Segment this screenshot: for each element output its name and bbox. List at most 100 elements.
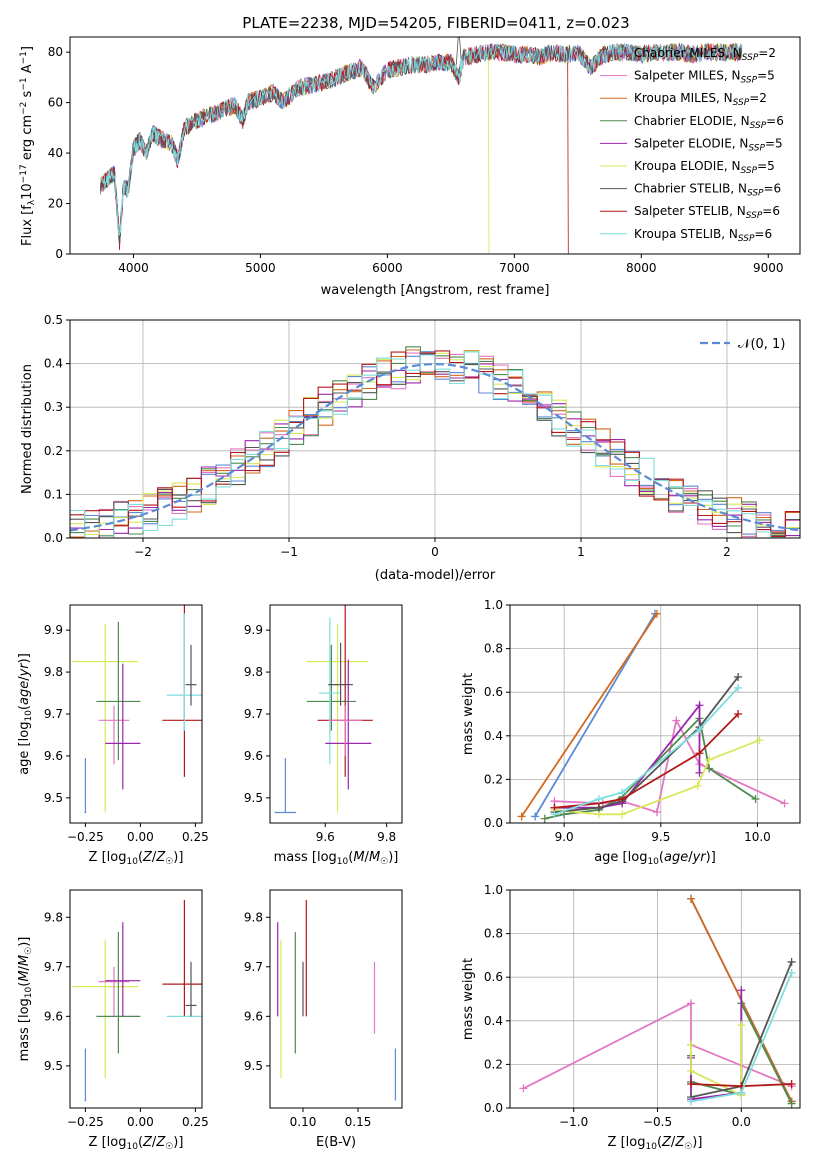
weight_vs_Z-marker [787, 1080, 796, 1089]
age_vs_Z-xtick-label: −0.25 [67, 830, 104, 844]
weight_vs_age-marker [734, 710, 743, 718]
mass_vs_EBV-ytick-label: 9.8 [244, 910, 263, 924]
weight_vs_Z-marker [687, 1066, 696, 1075]
mass_vs_Z-ytick-label: 9.5 [44, 1059, 63, 1073]
weight_vs_Z-ytick-label: 0.2 [484, 1057, 503, 1071]
age_vs_mass-ytick-label: 9.6 [244, 749, 263, 763]
weight_vs_age-marker [695, 768, 704, 777]
weight_vs_age-marker [652, 609, 661, 618]
spectrum-xlabel: wavelength [Angstrom, rest frame] [321, 283, 550, 298]
residuals-xtick-label: −2 [134, 545, 152, 559]
weight_vs_age-series-line [520, 613, 658, 817]
spectrum-ytick-label: 40 [48, 146, 63, 160]
residuals-ytick-label: 0.3 [44, 400, 63, 414]
age_vs_Z-frame [69, 604, 203, 824]
residuals-xtick-label: 0 [431, 545, 439, 559]
spectrum-xtick-label: 9000 [753, 261, 784, 275]
weight_vs_Z-xlabel: Z [log10​(Z/Z☉​)] [608, 1135, 703, 1152]
age_vs_mass-ytick-label: 9.7 [244, 707, 263, 721]
spectrum-xtick-label: 6000 [372, 261, 403, 275]
age_vs_Z-ytick-label: 9.8 [44, 665, 63, 679]
residuals-ytick-label: 0.0 [44, 531, 63, 545]
weight_vs_age-ytick-label: 1.0 [484, 598, 503, 612]
weight_vs_age-xtick-label: 9.5 [651, 830, 670, 844]
weight_vs_age-xlabel: age [log10​(age/yr)] [594, 850, 716, 867]
weight_vs_Z-marker [519, 1084, 528, 1093]
mass_vs_EBV-frame [269, 889, 403, 1109]
spectrum-legend-label: Salpeter ELODIE, NSSP​=5 [634, 136, 783, 153]
weight_vs_age-series-line [554, 739, 760, 816]
weight_vs_Z-panel [510, 889, 800, 1109]
mass_vs_Z-xtick-label: 0.25 [182, 1115, 209, 1129]
weight_vs_age-ytick-label: 0.6 [484, 685, 503, 699]
weight_vs_age-marker [751, 795, 760, 804]
weight_vs_age-marker [652, 808, 661, 817]
spectrum-ytick-label: 0 [55, 247, 63, 261]
mass_vs_Z-ytick-label: 9.8 [44, 910, 63, 924]
residuals-gaussian-curve [69, 362, 801, 532]
spectrum-legend-label: Kroupa MILES, NSSP​=2 [634, 91, 767, 108]
weight_vs_age-marker [672, 716, 681, 725]
residuals-ytick-label: 0.2 [44, 444, 63, 458]
spectrum-xtick-label: 8000 [626, 261, 657, 275]
weight_vs_Z-xtick-label: 0.0 [732, 1115, 751, 1129]
weight_vs_Z-marker [687, 1097, 696, 1106]
age_vs_Z-panel [70, 605, 202, 823]
spectrum-legend-label: Salpeter STELIB, NSSP​=6 [634, 204, 780, 221]
weight_vs_age-ytick-label: 0.2 [484, 772, 503, 786]
weight_vs_age-marker [705, 764, 714, 773]
residuals-ytick-label: 0.5 [44, 313, 63, 327]
mass_vs_EBV-ytick-label: 9.7 [244, 960, 263, 974]
spectrum-xtick-label: 4000 [118, 261, 149, 275]
age_vs_mass-xlabel: mass [log10​(M/M☉​)] [274, 850, 399, 867]
weight_vs_age-plot-area [510, 605, 800, 823]
weight_vs_age-marker [531, 812, 540, 821]
weight_vs_age-marker [695, 725, 704, 734]
spectrum-legend-label: Salpeter MILES, NSSP​=5 [634, 69, 775, 86]
weight_vs_Z-ytick-label: 0.4 [484, 1014, 503, 1028]
weight_vs_age-ytick-label: 0.8 [484, 642, 503, 656]
age_vs_Z-ytick-label: 9.6 [44, 749, 63, 763]
weight_vs_Z-marker [787, 1099, 796, 1108]
mass_vs_EBV-plot-area [270, 890, 402, 1108]
age_vs_Z-ylabel: age [log10​(age/yr)] [17, 653, 34, 775]
mass_vs_EBV-ytick-label: 9.5 [244, 1059, 263, 1073]
spectrum-legend-label: Kroupa STELIB, NSSP​=6 [634, 227, 772, 244]
weight_vs_age-marker [695, 701, 704, 710]
weight_vs_Z-marker [787, 957, 796, 966]
weight_vs_Z-plot-area [510, 890, 800, 1108]
weight_vs_age-ytick-label: 0.0 [484, 816, 503, 830]
spectrum-panel [70, 37, 800, 254]
spectrum-ytick-label: 20 [48, 197, 63, 211]
mass_vs_EBV-xtick-label: 0.10 [290, 1115, 317, 1129]
weight_vs_age-marker [695, 749, 704, 758]
age_vs_mass-ytick-label: 9.9 [244, 623, 263, 637]
age_vs_mass-ytick-label: 9.8 [244, 665, 263, 679]
weight_vs_age-ylabel: mass weight [461, 673, 476, 755]
residuals-ylabel: Normed distribution [20, 364, 35, 494]
spectrum-ytick-label: 80 [48, 45, 63, 59]
weight_vs_Z-marker [687, 1040, 696, 1049]
weight_vs_age-marker [734, 683, 743, 692]
weight_vs_age-marker [734, 672, 743, 681]
weight_vs_Z-xtick-label: −0.5 [643, 1115, 672, 1129]
spectrum-frame [69, 36, 801, 255]
spectrum-ylabel: Flux [fλ​10−17​ erg cm−2​ s−1​ A−1​] [19, 46, 37, 246]
weight_vs_age-marker [540, 814, 549, 823]
weight_vs_Z-ytick-label: 1.0 [484, 883, 503, 897]
weight_vs_age-marker [705, 755, 714, 764]
residuals-legend-label: 𝒩(0, 1) [738, 337, 785, 352]
weight_vs_Z-ylabel: mass weight [461, 958, 476, 1040]
residuals-xtick-label: 1 [577, 545, 585, 559]
weight_vs_Z-marker [737, 1021, 746, 1030]
age_vs_mass-frame [269, 604, 403, 824]
mass_vs_EBV-xtick-label: 0.15 [345, 1115, 372, 1129]
age_vs_mass-xtick-label: 9.6 [316, 830, 335, 844]
weight_vs_Z-marker [787, 968, 796, 977]
weight_vs_age-marker [618, 788, 627, 797]
age_vs_Z-plot-area [70, 605, 202, 823]
chart-layer: 4000 5000 6000 7000 8000 9000020406080wavelen… [17, 36, 801, 1152]
residuals-ytick-label: 0.1 [44, 487, 63, 501]
spectrum-series-line [100, 42, 743, 236]
